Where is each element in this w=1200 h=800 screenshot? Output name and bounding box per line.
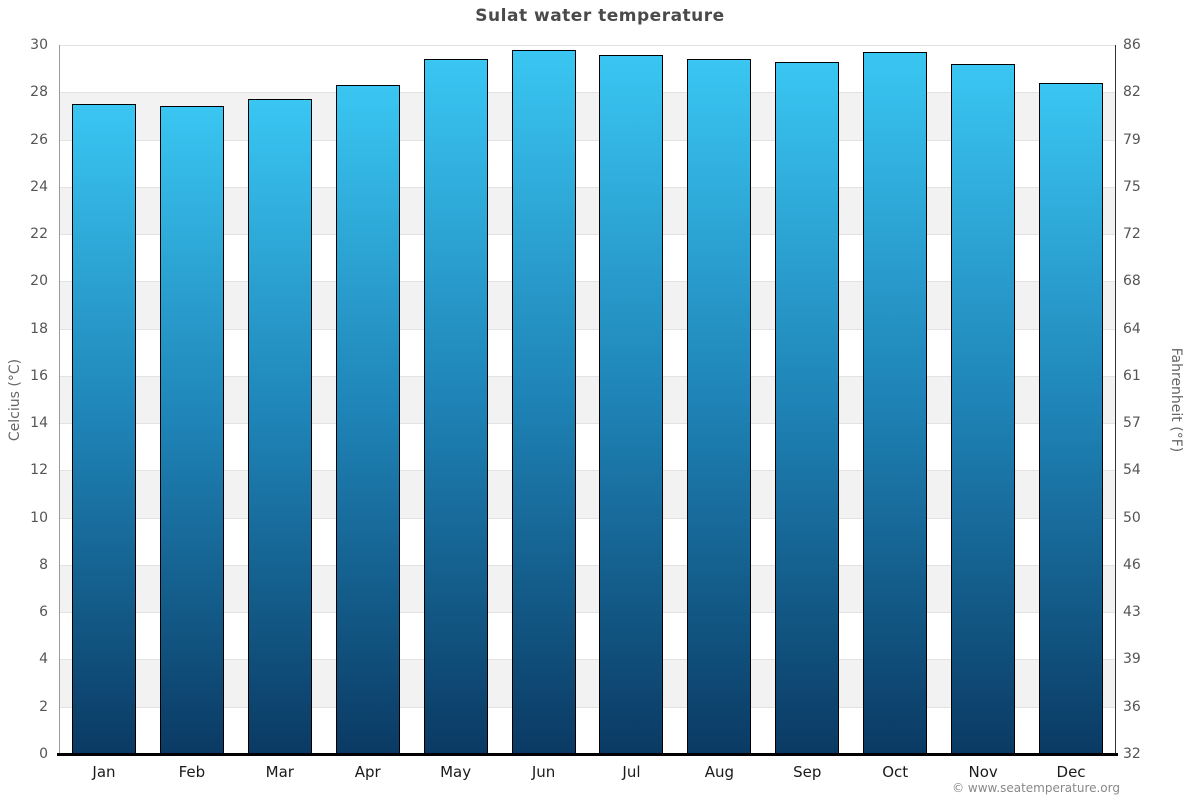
chart-title: Sulat water temperature [475,6,725,26]
x-tick-label-sep: Sep [793,763,822,781]
gridline [60,470,1115,471]
gridline [60,376,1115,377]
x-tick-label-may: May [440,763,472,781]
bar-nov [951,63,1015,754]
fahrenheit-tick-label: 43 [1123,604,1141,621]
celsius-tick-label: 22 [30,226,48,243]
fahrenheit-tick-label: 64 [1123,320,1141,337]
plot-band [60,659,1115,707]
gridline [60,612,1115,613]
plot-band [60,564,1115,613]
fahrenheit-tick-label: 79 [1123,131,1141,148]
left-axis-line [59,45,60,754]
gridline [60,281,1115,282]
x-tick-label-aug: Aug [704,763,734,781]
celsius-tick-label: 16 [30,367,48,384]
gridline [60,234,1115,235]
celsius-tick-label: 0 [39,746,48,762]
celsius-tick-label: 18 [30,320,48,337]
gridline [60,329,1115,330]
fahrenheit-tick-label: 75 [1123,178,1141,195]
celsius-tick-label: 12 [30,462,48,479]
copyright-footer: © www.seatemperature.org [952,781,1120,795]
plot-band [60,281,1115,329]
celsius-tick-label: 20 [30,273,48,290]
celsius-tick-label: 14 [30,415,48,432]
plot-band [60,470,1115,518]
celsius-tick-label: 8 [39,556,48,573]
celsius-tick-label: 6 [39,604,48,621]
bar-jun [512,49,576,754]
x-tick-label-jan: Jan [92,763,116,781]
celsius-tick-label: 2 [39,698,48,715]
gridline [60,518,1115,519]
fahrenheit-tick-label: 50 [1123,509,1141,526]
fahrenheit-tick-label: 72 [1123,226,1141,243]
celsius-tick-label: 4 [39,651,48,668]
bar-feb [160,106,224,754]
gridline [60,187,1115,188]
fahrenheit-tick-label: 61 [1123,367,1141,384]
celsius-tick-label: 30 [30,37,48,53]
fahrenheit-tick-label: 86 [1123,37,1141,53]
celsius-tick-label: 10 [30,509,48,526]
gridline [60,423,1115,424]
gridline [60,707,1115,708]
bar-apr [336,85,400,754]
bar-sep [775,61,839,754]
x-tick-label-mar: Mar [265,763,294,781]
y-axis-label-fahrenheit: Fahrenheit (°F) [1168,347,1184,453]
x-tick-label-feb: Feb [178,763,206,781]
gridline [60,140,1115,141]
bar-jul [599,54,663,754]
plot-band [60,186,1115,235]
x-tick-label-dec: Dec [1056,763,1086,781]
x-tick-label-apr: Apr [354,763,381,781]
bar-dec [1039,82,1103,754]
x-tick-label-nov: Nov [968,763,998,781]
fahrenheit-tick-label: 36 [1123,698,1141,715]
bar-mar [248,99,312,754]
bar-may [424,59,488,754]
right-axis-line [1115,45,1116,754]
fahrenheit-tick-label: 46 [1123,556,1141,573]
fahrenheit-tick-label: 82 [1123,84,1141,101]
celsius-tick-label: 24 [30,178,48,195]
gridline [60,45,1115,46]
x-tick-label-oct: Oct [882,763,909,781]
bar-jan [72,104,136,754]
celsius-tick-label: 26 [30,131,48,148]
bar-oct [863,52,927,754]
celsius-tick-label: 28 [30,84,48,101]
x-tick-label-jul: Jul [622,763,641,781]
x-axis-baseline [57,753,1118,756]
fahrenheit-tick-label: 57 [1123,415,1141,432]
gridline [60,565,1115,566]
plot-band [60,92,1115,140]
bar-aug [687,59,751,754]
fahrenheit-tick-label: 68 [1123,273,1141,290]
x-tick-label-jun: Jun [531,763,556,781]
fahrenheit-tick-label: 54 [1123,462,1141,479]
plot-band [60,375,1115,424]
gridline [60,92,1115,93]
gridline [60,659,1115,660]
fahrenheit-tick-label: 32 [1123,746,1141,762]
fahrenheit-tick-label: 39 [1123,651,1141,668]
